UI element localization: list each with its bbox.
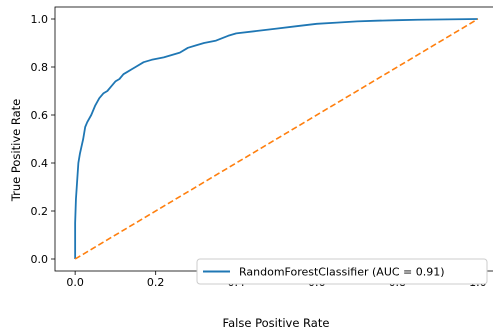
legend-box — [196, 258, 488, 285]
plot-frame — [54, 6, 493, 272]
legend-label-randomforest: RandomForestClassifier (AUC = 0.91) — [239, 266, 445, 279]
x-tick-label: 0.2 — [147, 276, 165, 289]
y-tick-label: 0.2 — [31, 205, 49, 218]
y-tick-label: 0.4 — [31, 157, 49, 170]
legend: RandomForestClassifier (AUC = 0.91) — [196, 258, 488, 285]
x-axis-label: False Positive Rate — [223, 316, 330, 330]
y-axis-label: True Positive Rate — [9, 99, 23, 202]
roc-curve-line — [74, 18, 478, 259]
chance-diagonal-line — [74, 18, 479, 260]
x-tick-label: 0.0 — [66, 276, 84, 289]
y-tick-label: 0.6 — [31, 109, 49, 122]
y-tick-label: 0.8 — [31, 61, 49, 74]
series-layer — [74, 18, 479, 260]
y-tick-label: 1.0 — [31, 13, 49, 26]
y-tick-label: 0.0 — [31, 253, 49, 266]
